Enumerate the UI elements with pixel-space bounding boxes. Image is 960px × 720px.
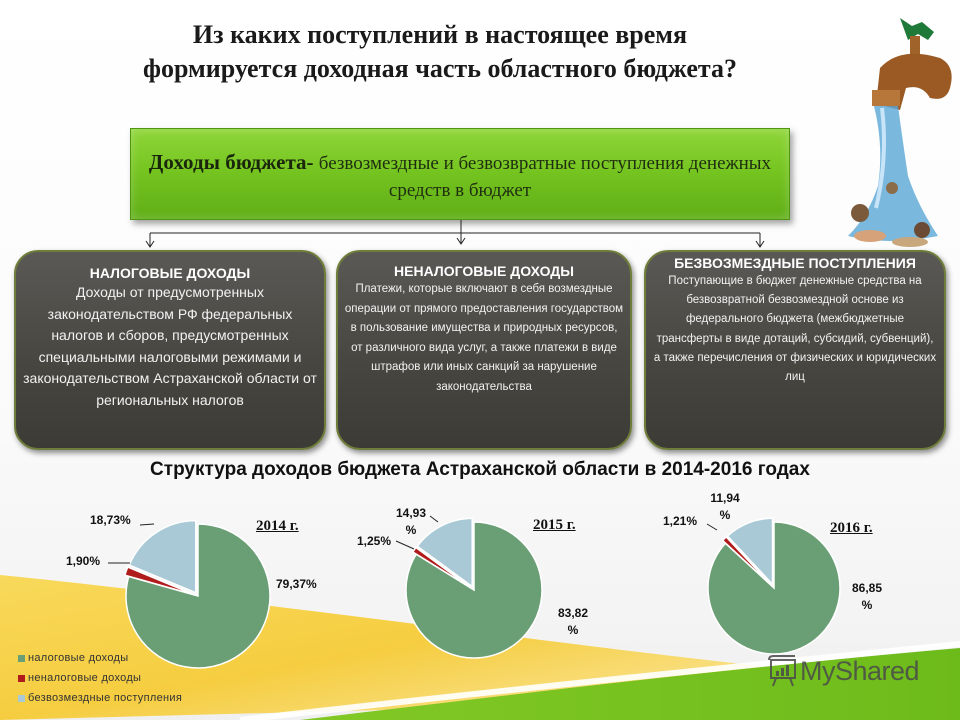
year-label-2014: 2014 г. xyxy=(256,518,299,534)
pct-value: 86,85 xyxy=(851,581,883,595)
chart-section-title: Структура доходов бюджета Астраханской о… xyxy=(150,459,810,480)
legend-label: неналоговые доходы xyxy=(28,672,142,684)
pie-chart-2016 xyxy=(707,517,841,655)
pct-2015-non-tax: 1,25% xyxy=(357,534,392,548)
slice-tax xyxy=(707,521,841,655)
budget-revenue-definition: Доходы бюджета- безвозмездные и безвозвр… xyxy=(130,128,790,220)
pct-2014-tax: 79,37% xyxy=(276,577,317,591)
pct-value: 83,82 xyxy=(557,606,589,620)
slice-non-tax xyxy=(721,535,772,586)
card-heading: НАЛОГОВЫЕ ДОХОДЫ xyxy=(89,265,251,281)
legend-swatch xyxy=(18,674,25,682)
definition-text: безвозмездные и безвозвратные поступлени… xyxy=(318,153,772,201)
pie-chart-2015 xyxy=(405,517,543,659)
watermark-text: MyShared xyxy=(800,655,920,686)
legend-swatch xyxy=(18,654,25,662)
definition-separator: - xyxy=(306,150,319,174)
card-tax-revenue: НАЛОГОВЫЕ ДОХОДЫ Доходы от предусмотренн… xyxy=(14,250,326,450)
card-heading: БЕЗВОЗМЕЗДНЫЕ ПОСТУПЛЕНИЯ xyxy=(674,255,916,271)
pct-symbol: % xyxy=(719,508,731,522)
pct-2014-gratuitous: 18,73% xyxy=(90,513,131,527)
legend-label: безвозмездные поступления xyxy=(28,692,183,704)
chart-legend: налоговые доходы неналоговые доходы безв… xyxy=(18,648,182,708)
legend-item-non-tax: неналоговые доходы xyxy=(18,668,182,688)
slice-tax xyxy=(405,521,543,659)
presentation-board-icon xyxy=(768,655,796,687)
faucet-with-money-illustration xyxy=(848,18,952,247)
year-label-2015: 2015 г. xyxy=(533,517,576,533)
definition-term: Доходы бюджета xyxy=(148,150,307,174)
title-line-1: Из каких поступлений в настоящее время xyxy=(192,20,688,49)
title-line-2: формируется доходная часть областного бю… xyxy=(142,54,738,83)
pct-value: 11,94 xyxy=(710,491,740,505)
pct-2016-tax: 86,85 % xyxy=(847,580,887,614)
pct-value: 14,93 xyxy=(395,506,427,520)
card-heading: НЕНАЛОГОВЫЕ ДОХОДЫ xyxy=(394,263,574,279)
card-body: Поступающие в бюджет денежные средства н… xyxy=(653,275,937,384)
slice-non-tax xyxy=(123,566,195,596)
page-title: Из каких поступлений в настоящее время ф… xyxy=(40,18,840,86)
pct-symbol: % xyxy=(567,623,579,637)
pct-symbol: % xyxy=(861,598,873,612)
legend-label: налоговые доходы xyxy=(28,652,129,664)
pct-2015-tax: 83,82 % xyxy=(553,605,593,639)
card-body: Платежи, которые включают в себя возмезд… xyxy=(344,283,624,393)
card-body: Доходы от предусмотренных законодательст… xyxy=(23,284,317,408)
myshared-watermark: MyShared xyxy=(766,654,920,688)
pct-2015-gratuitous: 14,93 % xyxy=(391,505,431,539)
year-label-2016: 2016 г. xyxy=(830,520,873,536)
slice-gratuitous xyxy=(726,517,774,587)
card-non-tax-revenue: НЕНАЛОГОВЫЕ ДОХОДЫ Платежи, которые вклю… xyxy=(336,250,632,450)
leader-lines xyxy=(108,515,718,564)
slice-non-tax xyxy=(411,546,472,589)
legend-item-tax: налоговые доходы xyxy=(18,648,182,668)
slice-gratuitous xyxy=(416,517,473,588)
pct-2014-non-tax: 1,90% xyxy=(66,554,101,568)
pie-chart-2014 xyxy=(123,519,271,669)
pct-2016-gratuitous: 11,94 % xyxy=(705,490,745,524)
slice-gratuitous xyxy=(128,519,197,594)
pct-symbol: % xyxy=(405,523,417,537)
legend-swatch xyxy=(18,694,25,702)
card-gratuitous-receipts: БЕЗВОЗМЕЗДНЫЕ ПОСТУПЛЕНИЯ Поступающие в … xyxy=(644,250,946,450)
slice-tax xyxy=(125,523,271,669)
pct-2016-non-tax: 1,21% xyxy=(663,514,698,528)
legend-item-gratuitous: безвозмездные поступления xyxy=(18,688,182,708)
